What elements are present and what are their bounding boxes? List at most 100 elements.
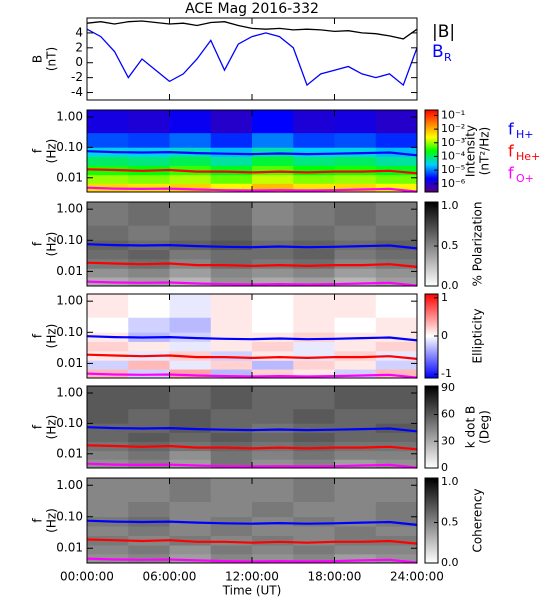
legend-label: f (508, 164, 514, 183)
heatmap-cell (252, 554, 294, 564)
heatmap-cell (334, 535, 377, 546)
heatmap-cell (252, 526, 294, 537)
y-tick-label: 0.10 (56, 325, 83, 339)
colorbar-label: Intensity (464, 125, 478, 177)
heatmap-cell (210, 277, 253, 287)
gyrofrequency-line (86, 426, 418, 433)
heatmap-cell (375, 450, 418, 460)
y-tick-label: 0.10 (56, 416, 83, 430)
heatmap-cell (293, 259, 335, 269)
heatmap-cell (169, 386, 212, 410)
heatmap-cell (128, 360, 170, 370)
heatmap-cell (210, 408, 253, 424)
heatmap-cell (210, 132, 253, 148)
heatmap-cell (210, 294, 253, 318)
y-tick-label: 4 (75, 25, 83, 39)
heatmap-cell (293, 165, 335, 176)
heatmap-cell (87, 294, 129, 318)
heatmap-cell (293, 249, 335, 260)
heatmap-cell (210, 386, 253, 410)
x-tick-label: 06:00:00 (143, 570, 197, 584)
heatmap-cell (210, 478, 253, 503)
colorbar-label: Ellipticity (471, 309, 485, 364)
legend-label: f (508, 142, 514, 161)
heatmap-cell (375, 526, 418, 537)
y-tick-label: 0 (75, 55, 83, 69)
heatmap-cell (169, 249, 212, 260)
y-axis-label: (Hz) (45, 324, 59, 349)
heatmap-cell (375, 277, 418, 287)
heatmap-cell (293, 174, 335, 184)
heatmap-cell (210, 174, 253, 184)
colorbar-label: % Polarization (471, 202, 485, 287)
heatmap-cell (375, 332, 418, 342)
heatmap-cell (169, 174, 212, 184)
heatmap-cell (252, 249, 294, 260)
y-tick-label: -4 (71, 85, 83, 99)
heatmap-cell (334, 240, 377, 250)
heatmap-cell (128, 408, 170, 424)
y-tick-label: 0.01 (56, 170, 83, 184)
colorbar-label: Coherency (471, 488, 485, 552)
colorbar-tick-label: 90 (441, 381, 455, 394)
heatmap-cell (375, 545, 418, 555)
colorbar-tick-label: 0.0 (441, 279, 459, 292)
y-axis-label: (Hz) (45, 415, 59, 440)
heatmap-cell (334, 259, 377, 269)
heatmap-cell (169, 268, 212, 278)
heatmap-cell (128, 110, 170, 134)
heatmap-cell (252, 441, 294, 452)
heatmap-cell (375, 459, 418, 469)
heatmap-cell (252, 369, 294, 379)
heatmap-cell (293, 526, 335, 537)
heatmap-cell (252, 183, 294, 193)
heatmap-cell (293, 132, 335, 148)
heatmap-cell (334, 317, 377, 333)
heatmap-cell (87, 501, 129, 518)
colorbar (424, 385, 439, 469)
heatmap-cell (334, 174, 377, 184)
heatmap-cell (375, 432, 418, 442)
heatmap-cell (293, 369, 335, 379)
y-tick-label: 0.10 (56, 509, 83, 523)
heatmap-cell (375, 369, 418, 379)
heatmap-cell (252, 351, 294, 361)
heatmap-cell (128, 294, 170, 318)
gyrofrequency-line (86, 261, 418, 268)
heatmap-cell (210, 240, 253, 250)
heatmap-cell (128, 450, 170, 460)
heatmap-cell (210, 156, 253, 166)
heatmap-cell (87, 526, 129, 537)
heatmap-cell (252, 259, 294, 269)
colorbar-tick-label: -1 (441, 367, 452, 380)
heatmap-cell (252, 174, 294, 184)
heatmap-cell (375, 478, 418, 503)
heatmap-cell (87, 432, 129, 442)
heatmap-cell (293, 432, 335, 442)
x-tick-label: 00:00:00 (60, 570, 114, 584)
y-axis-label: B (31, 55, 45, 63)
heatmap-cell (210, 423, 253, 433)
heatmap-cell (293, 441, 335, 452)
heatmap-cell (375, 423, 418, 433)
heatmap-cell (293, 360, 335, 370)
heatmap-cell (293, 156, 335, 166)
heatmap-cell (210, 360, 253, 370)
heatmap-cell (128, 478, 170, 503)
heatmap-cell (169, 501, 212, 518)
heatmap-cell (293, 535, 335, 546)
y-tick-label: 1.00 (56, 202, 83, 216)
heatmap-cell (334, 459, 377, 469)
heatmap-cell (293, 459, 335, 469)
heatmap-cell (169, 432, 212, 442)
heatmap-cell (87, 478, 129, 503)
colorbar-label: (nT²/Hz) (478, 127, 492, 175)
heatmap-cell (252, 110, 294, 134)
heatmap-cell (375, 294, 418, 318)
heatmap-cell (128, 386, 170, 410)
heatmap-cell (210, 249, 253, 260)
heatmap-cell (334, 341, 377, 352)
heatmap-cell (210, 516, 253, 527)
heatmap-cell (169, 459, 212, 469)
colorbar-tick-label: 10⁻³ (441, 136, 465, 149)
